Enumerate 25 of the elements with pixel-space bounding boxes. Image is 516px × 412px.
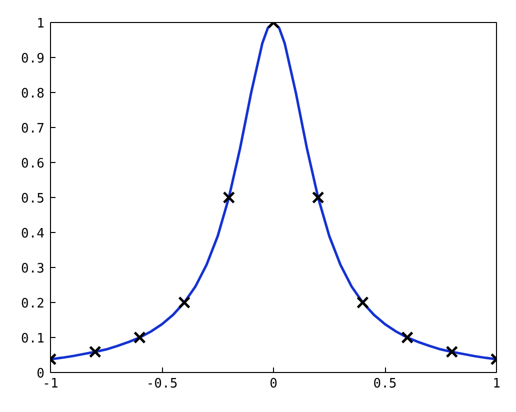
y-tick-label: 0.7: [21, 122, 45, 136]
x-tick-label: 1: [492, 376, 500, 392]
y-tick-label: 1: [36, 16, 44, 32]
y-tick-label: 0.8: [21, 86, 45, 102]
point: [222, 191, 236, 204]
y-tick-label: 0.1: [21, 332, 45, 346]
point: [312, 191, 324, 204]
y-tick-label: 0.4: [21, 226, 45, 242]
point: [401, 331, 414, 344]
y-tick-label: 0.2: [21, 296, 45, 312]
y-tick-label: 0.9: [21, 52, 45, 66]
x-tick-label: -1: [42, 376, 58, 392]
x-tick-label: 0: [270, 376, 278, 392]
y-tick-label: 0.6: [21, 156, 45, 172]
point: [178, 296, 190, 309]
y-tick-label: 0: [36, 366, 44, 382]
point: [134, 331, 146, 344]
line-series: [50, 22, 496, 360]
y-tick-label: 0.3: [21, 262, 45, 276]
y-tick-label: 0.5: [21, 192, 45, 206]
point: [88, 346, 102, 358]
x-tick-label: -0.5: [146, 376, 178, 392]
point: [446, 346, 458, 358]
x-tick-label: 0.5: [373, 376, 397, 392]
point: [356, 296, 369, 309]
